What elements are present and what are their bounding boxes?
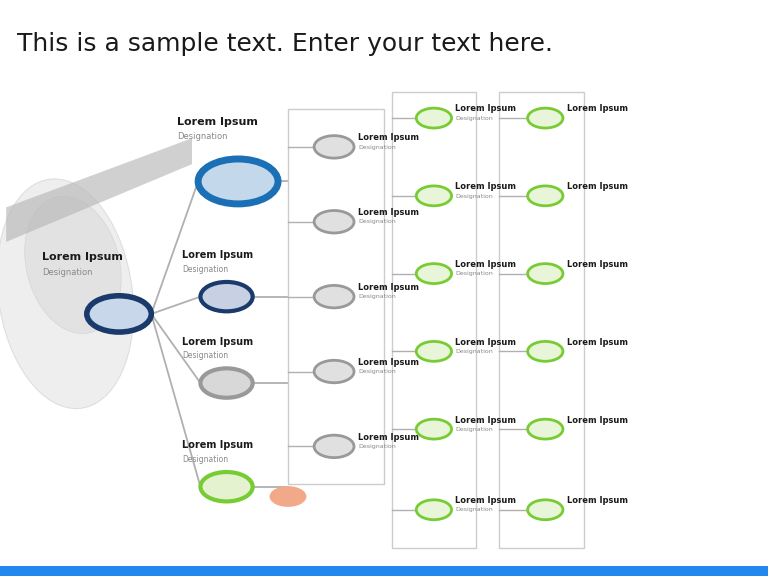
Ellipse shape xyxy=(528,342,563,361)
Text: Lorem Ipsum: Lorem Ipsum xyxy=(358,358,419,367)
Bar xyxy=(499,92,584,548)
Ellipse shape xyxy=(416,108,452,128)
Text: Lorem Ipsum: Lorem Ipsum xyxy=(358,283,419,292)
Text: Designation: Designation xyxy=(455,116,493,121)
Text: Lorem Ipsum: Lorem Ipsum xyxy=(567,182,627,191)
Ellipse shape xyxy=(314,211,354,233)
Text: Lorem Ipsum: Lorem Ipsum xyxy=(358,433,419,442)
Ellipse shape xyxy=(416,186,452,206)
Text: Lorem Ipsum: Lorem Ipsum xyxy=(567,496,627,505)
Text: Designation: Designation xyxy=(455,349,493,354)
Ellipse shape xyxy=(416,419,452,439)
Text: Designation: Designation xyxy=(455,427,493,432)
Text: Lorem Ipsum: Lorem Ipsum xyxy=(455,338,516,347)
Text: Lorem Ipsum: Lorem Ipsum xyxy=(182,441,253,450)
Text: Designation: Designation xyxy=(177,132,227,142)
Ellipse shape xyxy=(270,486,306,507)
Text: Designation: Designation xyxy=(358,369,396,374)
Ellipse shape xyxy=(314,435,354,457)
Text: Designation: Designation xyxy=(182,455,228,464)
Text: Designation: Designation xyxy=(182,351,228,361)
Text: Designation: Designation xyxy=(182,265,228,274)
Ellipse shape xyxy=(416,342,452,361)
Text: Designation: Designation xyxy=(455,507,493,513)
Ellipse shape xyxy=(0,179,134,408)
Text: Designation: Designation xyxy=(358,219,396,225)
Text: Designation: Designation xyxy=(358,145,396,150)
Ellipse shape xyxy=(25,196,121,334)
Ellipse shape xyxy=(528,108,563,128)
Text: Designation: Designation xyxy=(455,194,493,199)
Ellipse shape xyxy=(528,186,563,206)
Ellipse shape xyxy=(314,286,354,308)
Ellipse shape xyxy=(198,159,278,204)
Text: This is a sample text. Enter your text here.: This is a sample text. Enter your text h… xyxy=(17,32,553,56)
Text: Lorem Ipsum: Lorem Ipsum xyxy=(567,415,627,425)
Text: Lorem Ipsum: Lorem Ipsum xyxy=(455,415,516,425)
Text: Lorem Ipsum: Lorem Ipsum xyxy=(567,338,627,347)
Text: Lorem Ipsum: Lorem Ipsum xyxy=(455,260,516,269)
Text: Lorem Ipsum: Lorem Ipsum xyxy=(567,260,627,269)
Text: Lorem Ipsum: Lorem Ipsum xyxy=(358,208,419,217)
Ellipse shape xyxy=(416,500,452,520)
Ellipse shape xyxy=(200,369,253,397)
Text: Lorem Ipsum: Lorem Ipsum xyxy=(455,182,516,191)
Ellipse shape xyxy=(528,419,563,439)
Text: Designation: Designation xyxy=(455,271,493,276)
Text: Lorem Ipsum: Lorem Ipsum xyxy=(182,251,253,260)
Text: Lorem Ipsum: Lorem Ipsum xyxy=(177,117,257,127)
Text: Lorem Ipsum: Lorem Ipsum xyxy=(455,104,516,113)
Text: Designation: Designation xyxy=(358,294,396,300)
Text: Lorem Ipsum: Lorem Ipsum xyxy=(42,252,123,262)
Ellipse shape xyxy=(200,472,253,501)
Ellipse shape xyxy=(200,282,253,311)
Polygon shape xyxy=(6,138,192,242)
Bar xyxy=(392,92,476,548)
Ellipse shape xyxy=(416,264,452,283)
Text: Lorem Ipsum: Lorem Ipsum xyxy=(182,337,253,347)
Text: Designation: Designation xyxy=(42,268,93,277)
Ellipse shape xyxy=(528,500,563,520)
Ellipse shape xyxy=(314,361,354,383)
Bar xyxy=(0,566,768,576)
Bar xyxy=(288,109,384,484)
Text: Lorem Ipsum: Lorem Ipsum xyxy=(455,496,516,505)
Text: Designation: Designation xyxy=(358,444,396,449)
Ellipse shape xyxy=(314,136,354,158)
Text: Lorem Ipsum: Lorem Ipsum xyxy=(358,133,419,142)
Text: Lorem Ipsum: Lorem Ipsum xyxy=(567,104,627,113)
Ellipse shape xyxy=(528,264,563,283)
Ellipse shape xyxy=(87,296,151,332)
